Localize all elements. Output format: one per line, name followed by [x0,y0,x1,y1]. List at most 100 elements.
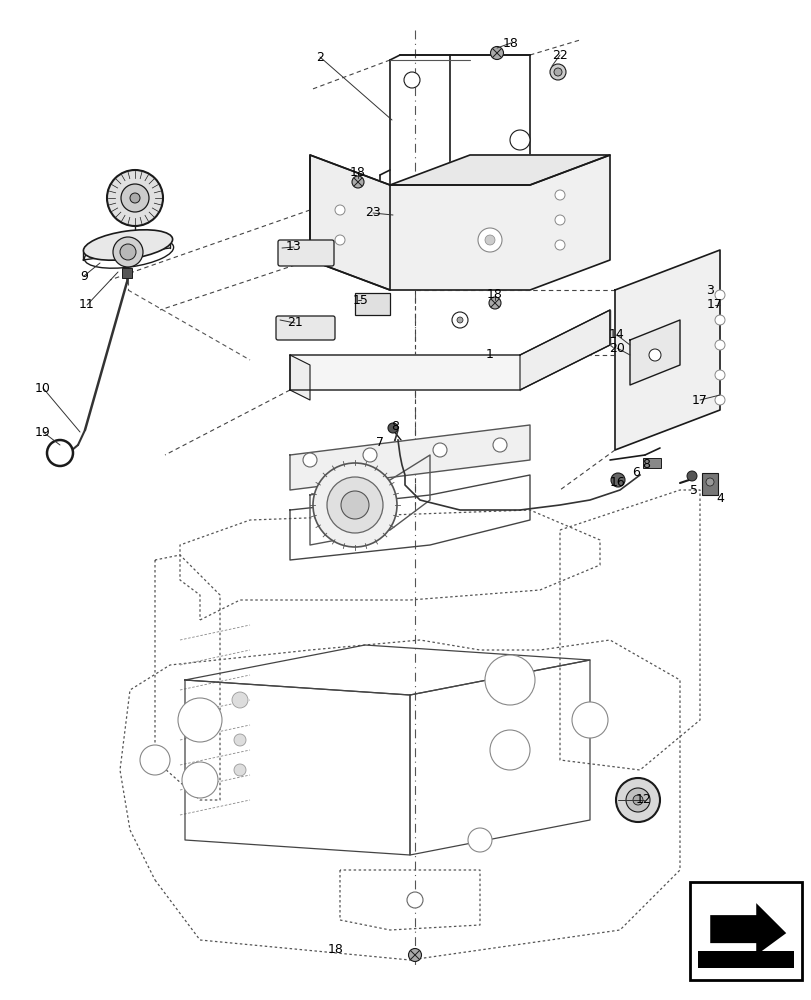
Circle shape [341,491,368,519]
Circle shape [182,762,217,798]
Circle shape [232,692,247,708]
Text: 13: 13 [285,240,302,253]
Polygon shape [290,310,609,390]
Circle shape [406,892,423,908]
Circle shape [234,734,246,746]
FancyBboxPatch shape [276,316,335,340]
Circle shape [490,47,503,60]
Circle shape [178,698,221,742]
Circle shape [714,370,724,380]
Circle shape [335,235,345,245]
Circle shape [312,463,397,547]
Bar [642,458,660,468]
Circle shape [714,315,724,325]
Text: 18: 18 [487,288,502,302]
Circle shape [107,170,163,226]
Circle shape [610,473,624,487]
Circle shape [408,948,421,961]
Circle shape [120,244,135,260]
Text: 19: 19 [35,426,51,438]
Text: 1: 1 [486,349,493,361]
Circle shape [467,828,491,852]
Text: 18: 18 [328,943,344,956]
Circle shape [484,655,534,705]
Circle shape [633,795,642,805]
Text: 16: 16 [609,476,625,488]
Circle shape [432,443,446,457]
Circle shape [616,778,659,822]
Circle shape [488,297,500,309]
Ellipse shape [84,230,173,260]
Circle shape [363,448,376,462]
Text: 18: 18 [350,166,366,179]
Circle shape [351,176,363,188]
Circle shape [47,440,73,466]
Text: 14: 14 [608,328,624,342]
Text: 18: 18 [503,37,518,50]
Polygon shape [614,250,719,450]
Circle shape [327,477,383,533]
Text: 12: 12 [635,793,651,806]
Text: 5: 5 [689,484,697,496]
Text: 4: 4 [715,491,723,504]
Text: 8: 8 [391,420,398,434]
Polygon shape [310,155,389,290]
Circle shape [686,471,696,481]
Text: 9: 9 [80,269,88,282]
Circle shape [404,72,419,88]
Bar [689,882,801,980]
Text: 7: 7 [375,436,384,448]
Circle shape [571,702,607,738]
Circle shape [554,215,564,225]
Circle shape [478,228,501,252]
Polygon shape [519,310,609,390]
Circle shape [705,478,713,486]
Circle shape [130,193,139,203]
Circle shape [484,235,495,245]
Circle shape [549,64,565,80]
Circle shape [554,190,564,200]
Circle shape [388,423,397,433]
Polygon shape [629,320,679,385]
Text: 23: 23 [365,207,380,220]
Bar [702,473,717,495]
Text: 21: 21 [287,316,303,330]
Text: 8: 8 [642,458,649,472]
Circle shape [714,340,724,350]
Text: 2: 2 [315,51,324,64]
Bar [122,268,132,278]
Circle shape [303,453,316,467]
Text: 17: 17 [691,393,707,406]
Circle shape [714,290,724,300]
Bar [697,951,793,968]
Text: 3: 3 [706,284,713,296]
Text: 15: 15 [353,294,368,306]
Polygon shape [310,155,609,290]
Circle shape [489,730,530,770]
Polygon shape [290,355,310,400]
Polygon shape [710,903,785,955]
Circle shape [113,237,143,267]
Polygon shape [290,425,530,490]
Text: 11: 11 [79,298,95,312]
Circle shape [121,184,148,212]
Bar [354,293,389,315]
Circle shape [714,395,724,405]
Text: 6: 6 [631,466,639,479]
Circle shape [554,240,564,250]
Circle shape [457,317,462,323]
Text: 22: 22 [551,49,567,62]
Circle shape [452,312,467,328]
Circle shape [625,788,649,812]
Circle shape [234,764,246,776]
Circle shape [553,68,561,76]
Circle shape [509,130,530,150]
Text: 20: 20 [608,342,624,355]
Circle shape [335,205,345,215]
Circle shape [492,438,506,452]
Circle shape [648,349,660,361]
Polygon shape [389,155,609,185]
Text: 17: 17 [706,298,722,312]
Text: 10: 10 [35,381,51,394]
FancyBboxPatch shape [277,240,333,266]
